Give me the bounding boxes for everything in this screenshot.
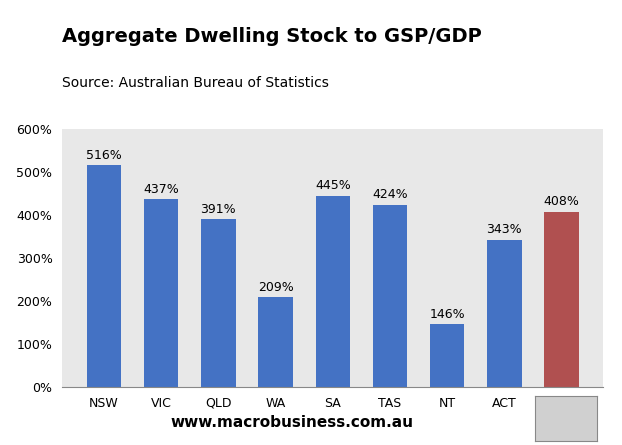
Bar xyxy=(315,196,350,387)
Text: Aggregate Dwelling Stock to GSP/GDP: Aggregate Dwelling Stock to GSP/GDP xyxy=(62,27,482,46)
Bar xyxy=(258,297,293,387)
Text: 437%: 437% xyxy=(143,183,179,196)
Bar xyxy=(144,199,179,387)
Text: MACRO: MACRO xyxy=(501,21,582,40)
Text: 408%: 408% xyxy=(544,195,580,208)
Text: Source: Australian Bureau of Statistics: Source: Australian Bureau of Statistics xyxy=(62,76,329,89)
Text: 424%: 424% xyxy=(372,188,408,201)
Text: BUSINESS: BUSINESS xyxy=(499,49,583,65)
Bar xyxy=(544,212,578,387)
Text: 445%: 445% xyxy=(315,179,351,192)
Bar xyxy=(373,205,407,387)
Text: 516%: 516% xyxy=(86,149,122,162)
Bar xyxy=(87,165,121,387)
Text: 391%: 391% xyxy=(200,202,236,215)
Text: www.macrobusiness.com.au: www.macrobusiness.com.au xyxy=(171,415,414,430)
Bar xyxy=(201,219,236,387)
Bar xyxy=(487,239,521,387)
Text: 209%: 209% xyxy=(258,281,294,294)
Text: 343%: 343% xyxy=(486,223,522,236)
Text: 146%: 146% xyxy=(429,308,465,321)
Bar xyxy=(430,324,465,387)
